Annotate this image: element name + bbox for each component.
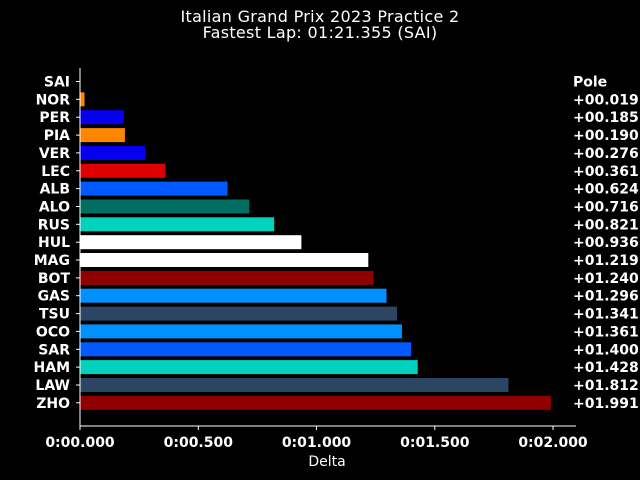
y-tick-label-alb: ALB <box>40 182 70 198</box>
delta-label-lec: +00.361 <box>573 164 639 180</box>
bar-per <box>80 110 124 125</box>
y-tick-label-law: LAW <box>35 378 70 394</box>
delta-label-nor: +00.019 <box>573 92 639 108</box>
bar-alb <box>80 181 228 196</box>
y-tick-label-ver: VER <box>39 146 70 162</box>
delta-label-alo: +00.716 <box>573 200 639 216</box>
bar-oco <box>80 324 402 339</box>
bar-mag <box>80 253 369 267</box>
delta-label-oco: +01.361 <box>573 324 639 340</box>
delta-label-alb: +00.624 <box>573 182 639 198</box>
y-tick-label-mag: MAG <box>34 253 70 269</box>
bar-rus <box>80 217 275 232</box>
y-tick-label-bot: BOT <box>38 271 71 287</box>
bar-sar <box>80 342 412 357</box>
bar-lec <box>80 163 166 178</box>
delta-label-pia: +00.190 <box>573 128 639 144</box>
delta-label-sar: +01.400 <box>573 342 639 358</box>
y-tick-label-hul: HUL <box>38 235 70 251</box>
delta-label-tsu: +01.341 <box>573 307 639 323</box>
y-tick-label-tsu: TSU <box>39 307 70 323</box>
y-tick-label-pia: PIA <box>44 128 70 144</box>
x-tick-label: 0:01.000 <box>282 435 352 451</box>
chart-title: Italian Grand Prix 2023 Practice 2 <box>180 7 459 26</box>
x-tick-label: 0:02.000 <box>518 435 588 451</box>
delta-labels: Pole+00.019 +00.185 +00.190 +00.276 +00.361 +… <box>573 75 639 412</box>
delta-label-hul: +00.936 <box>573 235 639 251</box>
bar-gas <box>80 288 387 303</box>
delta-label-ver: +00.276 <box>573 146 639 162</box>
bar-ver <box>80 145 146 160</box>
chart-subtitle: Fastest Lap: 01:21.355 (SAI) <box>203 23 438 42</box>
y-tick-label-rus: RUS <box>38 217 70 233</box>
y-tick-label-lec: LEC <box>41 164 70 180</box>
y-tick-label-sai: SAI <box>44 75 70 91</box>
y-tick-label-nor: NOR <box>36 92 71 108</box>
x-axis: 0:00.000 0:00.500 0:01.000 0:01.500 0:02.000 <box>45 68 588 451</box>
bar-pia <box>80 128 125 143</box>
delta-label-per: +00.185 <box>573 110 639 126</box>
delta-label-rus: +00.821 <box>573 217 639 233</box>
y-tick-label-alo: ALO <box>39 200 70 216</box>
bars-group <box>80 92 551 410</box>
y-tick-label-ham: HAM <box>34 360 70 376</box>
delta-label-sai: Pole <box>573 75 607 91</box>
bar-nor <box>80 92 85 107</box>
delta-label-ham: +01.428 <box>573 360 639 376</box>
delta-label-law: +01.812 <box>573 378 639 394</box>
y-tick-label-per: PER <box>39 110 70 126</box>
y-tick-label-sar: SAR <box>38 342 70 358</box>
delta-label-mag: +01.219 <box>573 253 639 269</box>
bar-zho <box>80 395 551 410</box>
delta-label-gas: +01.296 <box>573 289 639 305</box>
bar-hul <box>80 235 302 250</box>
x-axis-label: Delta <box>308 454 345 470</box>
delta-label-zho: +01.991 <box>573 396 639 412</box>
y-tick-label-zho: ZHO <box>36 396 70 412</box>
x-tick-label: 0:01.500 <box>400 435 470 451</box>
y-tick-label-gas: GAS <box>38 289 70 305</box>
bar-ham <box>80 360 418 375</box>
x-tick-label: 0:00.000 <box>45 435 115 451</box>
bar-bot <box>80 270 374 285</box>
x-tick-label: 0:00.500 <box>164 435 234 451</box>
bar-law <box>80 378 509 392</box>
y-tick-label-oco: OCO <box>36 324 70 340</box>
bar-alo <box>80 199 250 214</box>
delta-label-bot: +01.240 <box>573 271 639 287</box>
bar-tsu <box>80 306 398 321</box>
